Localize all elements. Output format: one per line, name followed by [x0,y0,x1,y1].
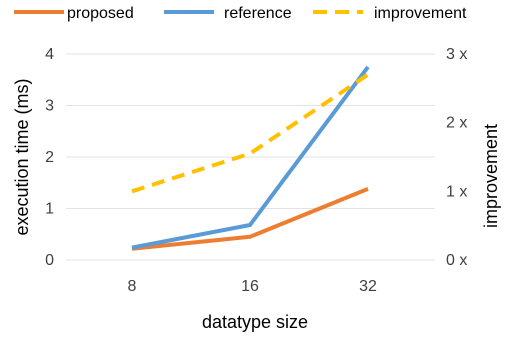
left-tick-label: 0 [45,252,54,269]
left-axis-title: execution time (ms) [12,78,32,235]
series-line-improvement [131,72,370,194]
series-line-reference [131,65,370,250]
left-axis-ticks: 0 1 2 3 4 [45,46,54,269]
right-tick-label: 0 x [446,252,467,269]
left-tick-label: 2 [45,149,54,166]
x-axis-ticks: 8 16 32 [128,278,377,295]
legend-label-improvement: improvement [374,5,467,22]
right-tick-label: 1 x [446,183,467,200]
left-tick-label: 3 [45,98,54,115]
right-axis-title: improvement [481,124,501,228]
legend: proposed reference improvement [14,5,467,22]
right-axis-ticks: 0 x 1 x 2 x 3 x [446,46,467,269]
series-line-proposed [131,187,369,251]
left-tick-label: 4 [45,46,54,63]
x-axis-title: datatype size [202,312,308,332]
x-tick-label: 8 [128,278,137,295]
legend-label-proposed: proposed [67,5,134,22]
legend-label-reference: reference [224,5,292,22]
x-tick-label: 32 [359,278,377,295]
right-tick-label: 2 x [446,115,467,132]
left-tick-label: 1 [45,201,54,218]
series-lines [131,65,370,251]
x-tick-label: 16 [241,278,259,295]
right-tick-label: 3 x [446,46,467,63]
gridlines [66,53,435,261]
